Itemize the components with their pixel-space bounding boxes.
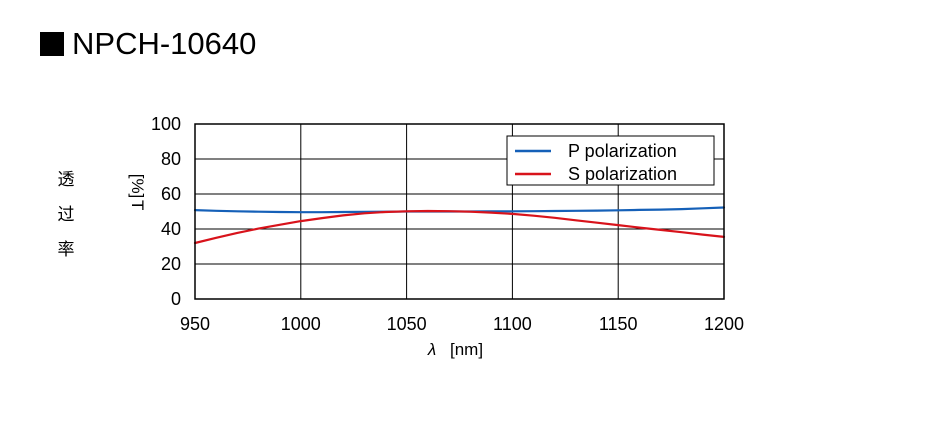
x-tick-label: 950 [180, 314, 210, 334]
y-tick-label: 100 [151, 114, 181, 134]
y-tick-label: 20 [161, 254, 181, 274]
y-tick-label: 80 [161, 149, 181, 169]
side-label-char-1: 透 [57, 170, 75, 190]
x-tick-label: 1200 [704, 314, 744, 334]
legend-label-p: P polarization [568, 141, 677, 161]
x-tick-label: 1050 [387, 314, 427, 334]
y-axis-symbol: T [128, 200, 147, 210]
x-tick-label: 1000 [281, 314, 321, 334]
y-tick-label: 0 [171, 289, 181, 309]
plot-frame [194, 123, 725, 300]
y-tick-label: 40 [161, 219, 181, 239]
side-label-char-2: 过 [57, 205, 75, 225]
y-axis-unit: [%] [128, 174, 147, 199]
x-tick-label: 1150 [599, 314, 638, 334]
y-axis-label: [%] T [128, 174, 147, 211]
legend-box [506, 135, 715, 186]
y-tick-label: 60 [161, 184, 181, 204]
x-axis-unit: [nm] [450, 340, 483, 359]
y-tick-labels: 0 20 40 60 80 100 [151, 114, 181, 309]
title-square-icon [40, 32, 64, 56]
title-text: NPCH-10640 [72, 26, 257, 61]
chart-legend: P polarization S polarization [506, 135, 715, 186]
x-tick-label: 1100 [493, 314, 532, 334]
page-title: NPCH-10640 [40, 26, 256, 62]
x-tick-labels: 950 1000 1050 1100 1150 1200 [180, 314, 744, 334]
chart-series [193, 206, 726, 245]
x-axis-label: λ [nm] [427, 340, 483, 359]
legend-label-s: S polarization [568, 164, 677, 184]
side-label-char-3: 率 [57, 240, 75, 260]
x-axis-symbol: λ [427, 340, 436, 359]
series-line-s-polarization [193, 209, 726, 245]
